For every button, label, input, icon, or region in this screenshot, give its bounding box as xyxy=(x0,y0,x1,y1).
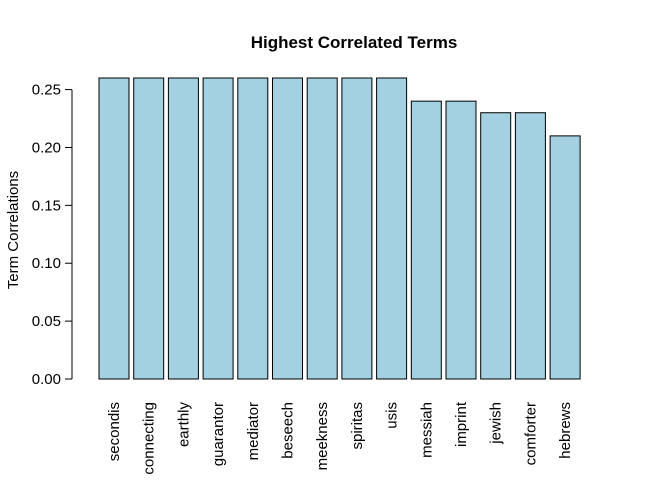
bar xyxy=(549,135,581,380)
bar xyxy=(272,77,303,380)
bar xyxy=(98,77,130,380)
x-tick-label: guarantor xyxy=(210,402,227,466)
y-tick-label: 0.00 xyxy=(32,371,61,388)
bar xyxy=(341,77,373,380)
x-tick-label: beseech xyxy=(280,402,297,459)
x-tick-label: usis xyxy=(384,402,401,429)
bar xyxy=(167,77,199,380)
y-tick-label: 0.05 xyxy=(32,313,61,330)
x-tick-label: spiritas xyxy=(349,402,366,450)
chart-title: Highest Correlated Terms xyxy=(251,33,458,52)
y-tick-label: 0.20 xyxy=(32,139,61,156)
x-tick-label: connecting xyxy=(141,402,158,475)
x-tick-label: imprint xyxy=(453,401,470,447)
x-tick-label: messiah xyxy=(418,402,435,458)
y-axis: 0.00 0.05 0.10 0.15 0.20 0.25 xyxy=(32,82,73,388)
y-tick-label: 0.15 xyxy=(32,197,61,214)
y-tick-label: 0.25 xyxy=(32,82,61,99)
x-tick-label: secondis xyxy=(106,402,123,461)
bar xyxy=(410,100,442,380)
x-tick-label: mediator xyxy=(245,402,262,460)
bar xyxy=(376,77,408,380)
x-tick-label: earthly xyxy=(175,402,192,448)
x-tick-label: hebrews xyxy=(557,402,574,459)
bar xyxy=(237,77,269,380)
x-tick-label: comforter xyxy=(522,402,539,465)
x-tick-label: jewish xyxy=(488,402,505,445)
bar xyxy=(306,77,338,380)
bar xyxy=(514,112,546,380)
bars-group xyxy=(98,77,581,380)
x-tick-labels: secondis connecting earthly guarantor mediat… xyxy=(106,401,574,474)
y-axis-label: Term Correlations xyxy=(5,171,22,289)
bar xyxy=(202,77,234,380)
x-tick-label: meekness xyxy=(314,402,331,470)
bar xyxy=(133,77,165,380)
bar xyxy=(445,100,477,380)
y-tick-label: 0.10 xyxy=(32,255,61,272)
bar xyxy=(480,112,512,380)
